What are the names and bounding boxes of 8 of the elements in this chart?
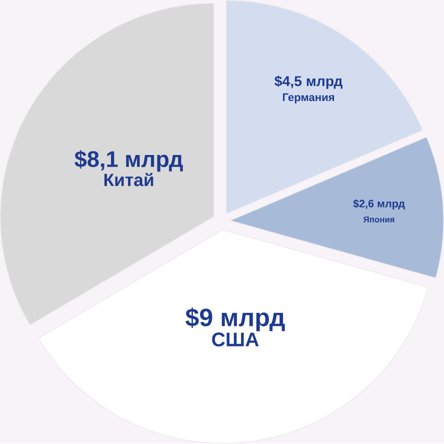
data-label: $9 млрд <box>186 308 285 332</box>
data-label: $4,5 млрд <box>274 76 342 90</box>
slice-label: Китай <box>104 173 154 186</box>
data-label: $8,1 млрд <box>74 150 183 172</box>
data-label: $2,6 млрд <box>353 199 405 210</box>
slice-label: Германия <box>283 94 334 104</box>
slice-label: США <box>212 332 259 347</box>
slice-label: Япония <box>363 216 394 223</box>
